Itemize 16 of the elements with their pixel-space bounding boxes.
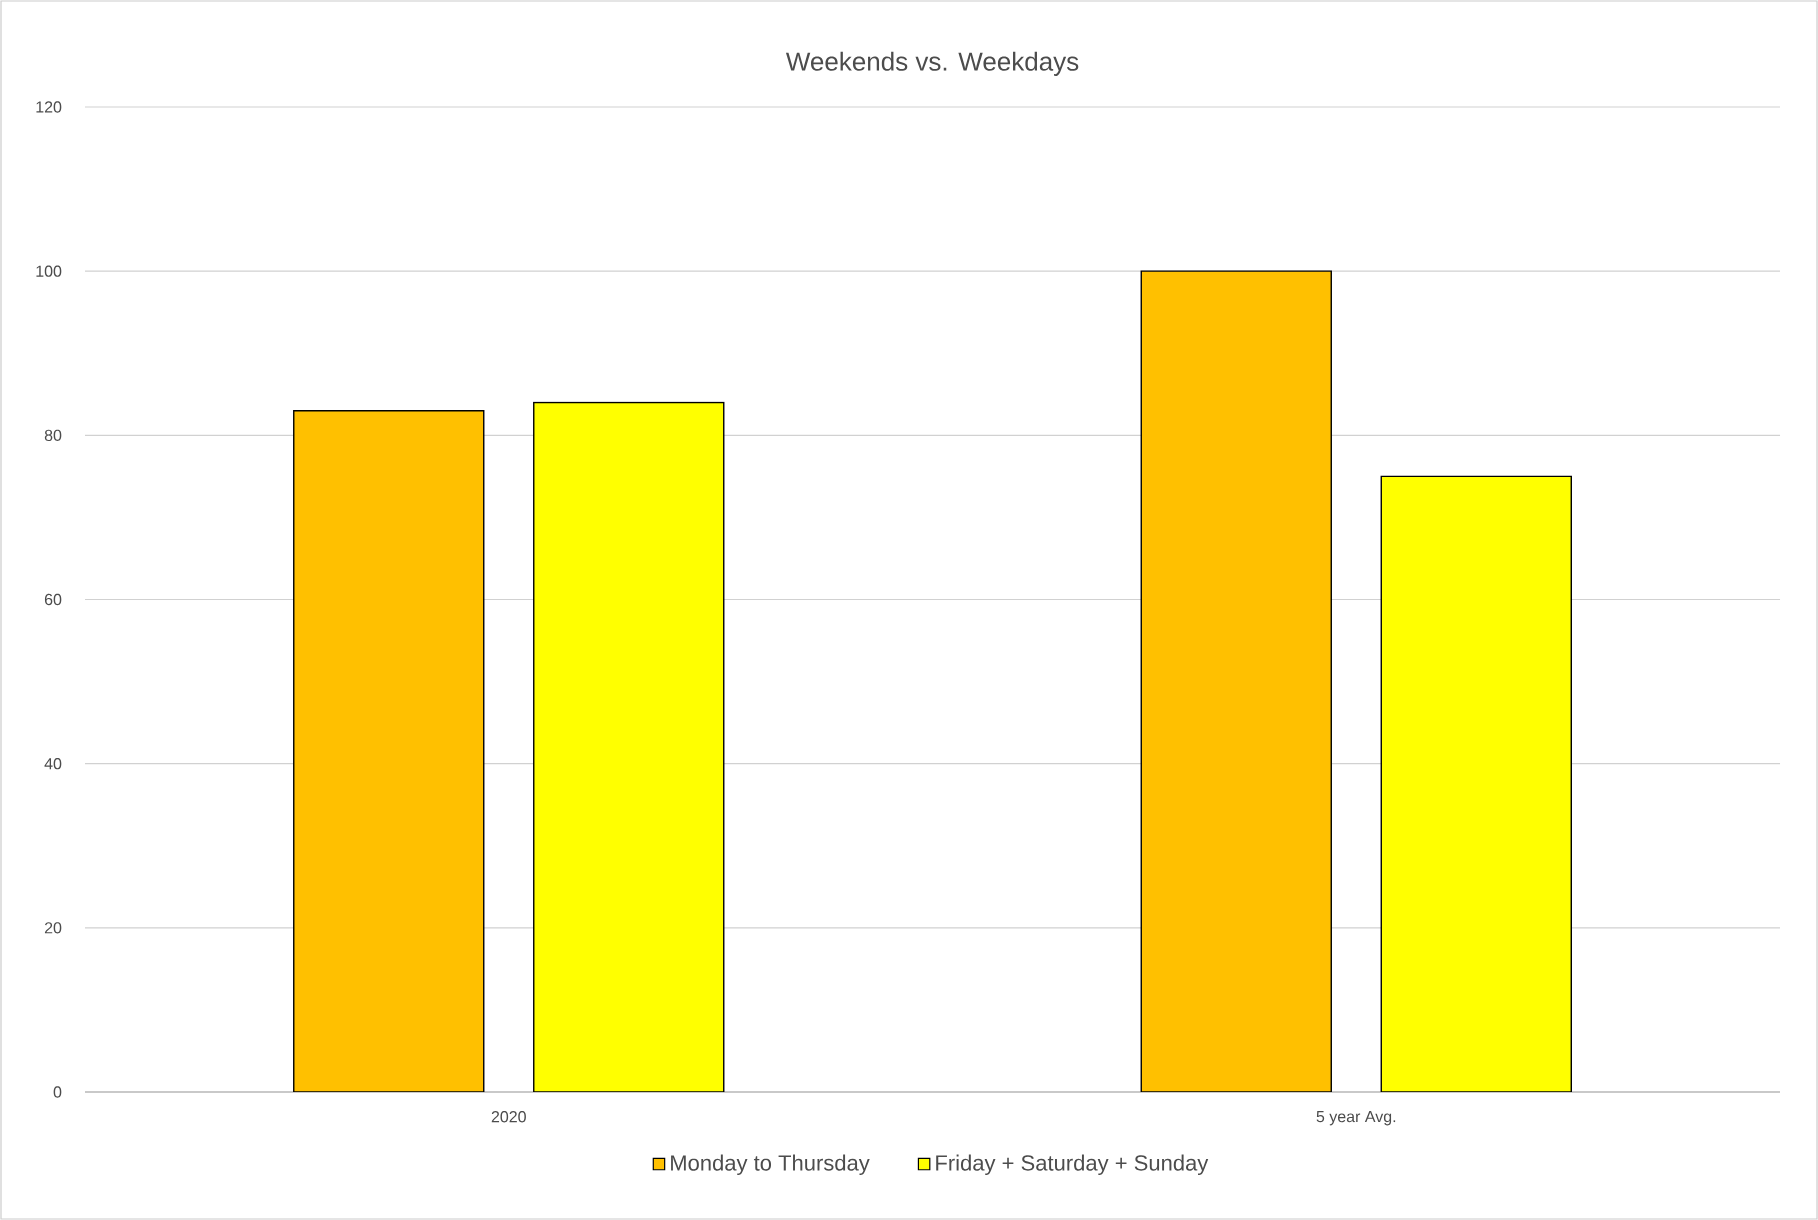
y-tick-label: 60 <box>44 593 62 606</box>
y-tick-label: 100 <box>36 265 62 277</box>
bar <box>1380 475 1572 1092</box>
x-tick-label: 2020 <box>491 1111 526 1123</box>
legend-label: Friday + Saturday + Sunday <box>936 1154 1209 1176</box>
y-tick-label: 80 <box>44 429 62 441</box>
x-tick-label: 5 year Avg. <box>1316 1111 1396 1126</box>
y-tick-label: 40 <box>44 758 62 770</box>
bar <box>1140 270 1332 1092</box>
bar <box>293 410 485 1092</box>
legend-label: Monday to Thursday <box>671 1154 870 1176</box>
y-tick-label: 120 <box>36 101 62 113</box>
bar <box>533 401 725 1092</box>
chart-title: Weekends vs. Weekdays <box>785 51 1079 76</box>
y-tick-label: 0 <box>53 1086 62 1098</box>
y-tick-label: 20 <box>44 922 62 934</box>
